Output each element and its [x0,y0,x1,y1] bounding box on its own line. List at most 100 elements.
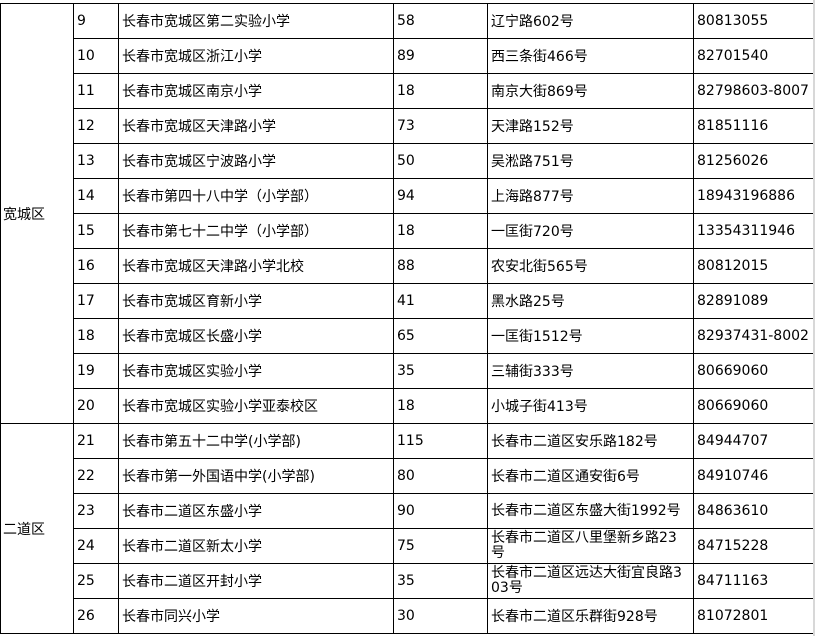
count-cell: 115 [393,423,488,459]
number-cell: 22 [73,458,119,494]
phone-cell: 82701540 [693,38,814,74]
table-row: 18 长春市宽城区长盛小学 65 一匡街1512号 82937431-8002 [1,318,814,354]
table-row: 25 长春市二道区开封小学 35 长春市二道区远达大街宜良路303号 84711163 [1,563,814,599]
number-cell: 11 [73,73,119,109]
number-cell: 23 [73,493,119,529]
count-cell: 41 [393,283,488,319]
count-cell: 88 [393,248,488,284]
table-row: 19 长春市宽城区实验小学 35 三辅街333号 80669060 [1,353,814,389]
school-name-cell: 长春市宽城区宁波路小学 [118,143,394,179]
count-cell: 18 [393,388,488,424]
table-row: 24 长春市二道区新太小学 75 长春市二道区八里堡新乡路23号 84715228 [1,528,814,564]
phone-cell: 81072801 [693,598,814,634]
school-name-cell: 长春市宽城区南京小学 [118,73,394,109]
address-cell: 农安北街565号 [487,248,694,284]
address-cell: 长春市二道区安乐路182号 [487,423,694,459]
phone-cell: 84910746 [693,458,814,494]
address-cell: 黑水路25号 [487,283,694,319]
number-cell: 18 [73,318,119,354]
count-cell: 75 [393,528,488,564]
number-cell: 21 [73,423,119,459]
number-cell: 13 [73,143,119,179]
phone-cell: 13354311946 [693,213,814,249]
district-cell: 二道区 [0,423,74,634]
phone-cell: 18943196886 [693,178,814,214]
address-cell: 天津路152号 [487,108,694,144]
number-cell: 15 [73,213,119,249]
count-cell: 18 [393,73,488,109]
number-cell: 9 [73,3,119,39]
school-name-cell: 长春市二道区东盛小学 [118,493,394,529]
table-row: 15 长春市第七十二中学（小学部） 18 一匡街720号 13354311946 [1,213,814,249]
school-name-cell: 长春市第五十二中学(小学部) [118,423,394,459]
table-row: 17 长春市宽城区育新小学 41 黑水路25号 82891089 [1,283,814,319]
address-cell: 长春市二道区通安街6号 [487,458,694,494]
count-cell: 90 [393,493,488,529]
school-name-cell: 长春市宽城区天津路小学北校 [118,248,394,284]
school-name-cell: 长春市宽城区育新小学 [118,283,394,319]
school-name-cell: 长春市宽城区天津路小学 [118,108,394,144]
school-name-cell: 长春市二道区新太小学 [118,528,394,564]
count-cell: 73 [393,108,488,144]
count-cell: 50 [393,143,488,179]
count-cell: 35 [393,353,488,389]
table-row: 26 长春市同兴小学 30 长春市二道区乐群街928号 81072801 [1,598,814,634]
table-row: 23 长春市二道区东盛小学 90 长春市二道区东盛大街1992号 84863610 [1,493,814,529]
address-cell: 南京大街869号 [487,73,694,109]
number-cell: 14 [73,178,119,214]
phone-cell: 82891089 [693,283,814,319]
table-row: 20 长春市宽城区实验小学亚泰校区 18 小城子街413号 80669060 [1,388,814,424]
phone-cell: 84863610 [693,493,814,529]
address-cell: 长春市二道区乐群街928号 [487,598,694,634]
address-text: 长春市二道区东盛大街1992号 [491,502,681,519]
address-cell: 三辅街333号 [487,353,694,389]
address-cell: 长春市二道区八里堡新乡路23号 [487,528,694,564]
table-row: 11 长春市宽城区南京小学 18 南京大街869号 82798603-8007 [1,73,814,109]
school-name-cell: 长春市宽城区第二实验小学 [118,3,394,39]
count-cell: 80 [393,458,488,494]
address-cell: 长春市二道区远达大街宜良路303号 [487,563,694,599]
table-row: 宽城区 9 长春市宽城区第二实验小学 58 辽宁路602号 80813055 [0,3,814,424]
address-cell: 长春市二道区东盛大街1992号 [487,493,694,529]
address-cell: 小城子街413号 [487,388,694,424]
phone-cell: 80669060 [693,353,814,389]
count-cell: 89 [393,38,488,74]
count-cell: 18 [393,213,488,249]
count-cell: 35 [393,563,488,599]
table-row: 14 长春市第四十八中学（小学部） 94 上海路877号 18943196886 [1,178,814,214]
phone-cell: 80813055 [693,3,814,39]
table-row: 13 长春市宽城区宁波路小学 50 吴淞路751号 81256026 [1,143,814,179]
number-cell: 10 [73,38,119,74]
address-cell: 吴淞路751号 [487,143,694,179]
sheet-edge [813,0,815,636]
table-row: 10 长春市宽城区浙江小学 89 西三条街466号 82701540 [1,38,814,74]
phone-cell: 82798603-8007 [693,73,814,109]
number-cell: 16 [73,248,119,284]
number-cell: 19 [73,353,119,389]
phone-cell: 80812015 [693,248,814,284]
table-row: 12 长春市宽城区天津路小学 73 天津路152号 81851116 [1,108,814,144]
table-row: 16 长春市宽城区天津路小学北校 88 农安北街565号 80812015 [1,248,814,284]
address-cell: 一匡街1512号 [487,318,694,354]
address-text: 长春市二道区八里堡新乡路23号 [491,530,677,561]
school-name-cell: 长春市第一外国语中学(小学部) [118,458,394,494]
phone-cell: 81256026 [693,143,814,179]
phone-cell: 80669060 [693,388,814,424]
district-cell: 宽城区 [0,3,74,424]
address-cell: 辽宁路602号 [487,3,694,39]
number-cell: 20 [73,388,119,424]
school-name-cell: 长春市第四十八中学（小学部） [118,178,394,214]
school-name-cell: 长春市宽城区实验小学亚泰校区 [118,388,394,424]
school-name-cell: 长春市宽城区浙江小学 [118,38,394,74]
school-name-cell: 长春市二道区开封小学 [118,563,394,599]
count-cell: 58 [393,3,488,39]
address-cell: 上海路877号 [487,178,694,214]
table-row: 二道区 21 长春市第五十二中学(小学部) 115 长春市二道区安乐路182号 84944… [0,423,814,634]
phone-cell: 82937431-8002 [693,318,814,354]
number-cell: 26 [73,598,119,634]
school-table: 宽城区 9 长春市宽城区第二实验小学 58 辽宁路602号 80813055 10 长春市宽城… [0,3,814,634]
phone-cell: 84944707 [693,423,814,459]
phone-cell: 84715228 [693,528,814,564]
number-cell: 17 [73,283,119,319]
phone-cell: 84711163 [693,563,814,599]
